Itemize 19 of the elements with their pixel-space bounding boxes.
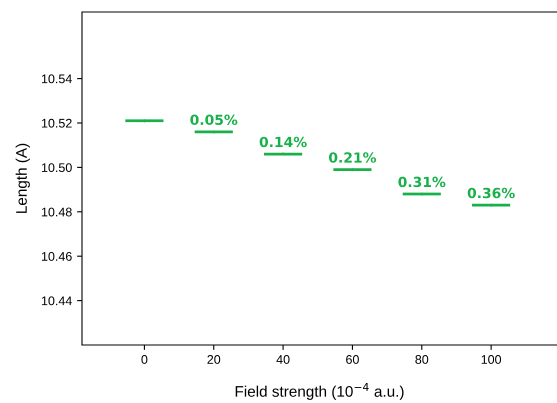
x-tick-label: 0: [141, 355, 148, 364]
annotation: 0.31%: [398, 176, 446, 188]
x-tick-label: 60: [346, 355, 359, 364]
x-axis-title: Field strength (10$^{−4}$ a.u.): [236, 383, 404, 400]
annotation: 0.21%: [329, 152, 376, 163]
annotation: 0.05%: [190, 114, 238, 126]
y-tick-label: 10.54: [42, 74, 72, 84]
annotation: 0.36%: [468, 188, 515, 198]
annotation: 0.14%: [260, 136, 307, 148]
x-tick-label: 40: [276, 355, 290, 364]
y-tick-label: 10.44: [42, 296, 72, 306]
y-tick-label: 10.48: [42, 208, 72, 216]
x-tick-label: 100: [482, 355, 502, 364]
y-tick-label: 10.50: [42, 163, 72, 172]
y-tick-label: 10.46: [42, 252, 72, 261]
y-axis-title: Length (A): [16, 144, 30, 213]
y-tick-label: 10.52: [42, 118, 72, 128]
x-tick-label: 80: [415, 355, 428, 364]
x-tick-label: 20: [207, 355, 220, 364]
